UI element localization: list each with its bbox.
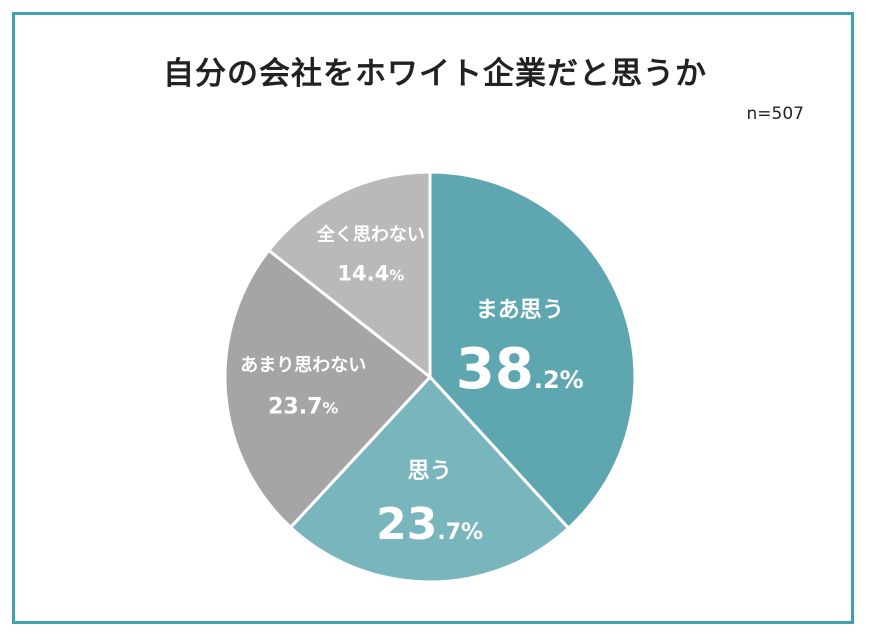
- slice-value-label: 23.7%: [268, 395, 338, 420]
- slice-value-label: 14.4%: [337, 262, 404, 286]
- pie-slice: [288, 374, 571, 584]
- slice-value-label: 23.7%: [376, 499, 483, 550]
- pie-slice: [428, 170, 637, 531]
- slice-name-label: あまり思わない: [240, 355, 366, 376]
- chart-title: 自分の会社をホワイト企業だと思うか: [163, 56, 707, 92]
- slice-name-label: 思う: [408, 459, 452, 484]
- pie-slice: [266, 170, 432, 381]
- slice-name-label: 全く思わない: [316, 223, 425, 245]
- slice-name-label: まあ思う: [476, 298, 564, 323]
- slice-value-label: 38.2%: [456, 337, 584, 402]
- pie-slice: [223, 248, 433, 530]
- sample-size-label: n=507: [746, 104, 804, 124]
